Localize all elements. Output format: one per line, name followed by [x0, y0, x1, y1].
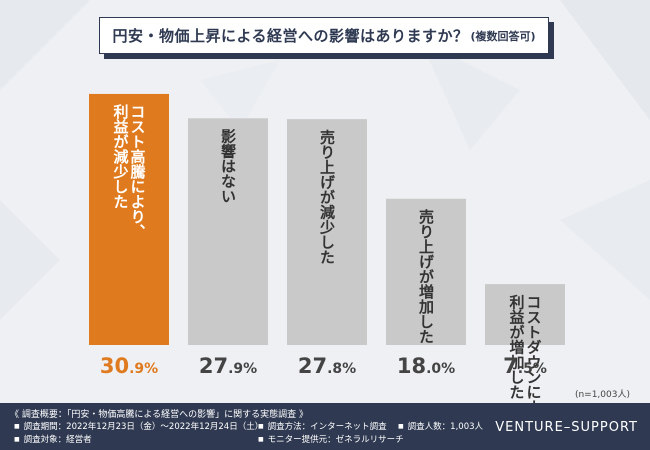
value-label-2: 27.8% [298, 354, 356, 378]
survey-method: 調査方法：インターネット調査 [258, 420, 387, 432]
value-label-0: 30.9% [100, 354, 158, 378]
survey-count: 調査人数：1,003人 [398, 420, 483, 432]
value-label-3: 18.0% [397, 354, 455, 378]
bar-chart: コスト高騰により、利益が減少した 30.9% 影響はない 27.9% 売り上げが減少した… [89, 93, 565, 403]
chart-title-box: 円安・物価上昇による経営への影響はありますか？ (複数回答可) [99, 17, 549, 54]
bar-2 [287, 119, 367, 345]
bar-label-4-0: コストダウンにより、 [525, 294, 543, 403]
bar-0 [89, 93, 169, 345]
sample-size-note: (n=1,003人) [574, 390, 630, 400]
bar-label-1-0: 影響はない [219, 128, 237, 203]
survey-period: 調査期間：2022年12月23日（金）～2022年12月24日（土） [14, 420, 264, 432]
bar-4 [485, 284, 565, 345]
survey-monitor: モニター提供元：ゼネラルリサーチ [258, 433, 404, 445]
chart-subtitle: (複数回答可) [470, 29, 536, 43]
bar-label-3-0: 売り上げが増加した [417, 208, 435, 344]
brand-logo: VENTURE–SUPPORT [495, 420, 638, 435]
survey-footer: 《 調査概要：「円安・物価高騰による経営への影響」に関する実態調査 》 調査期間… [0, 403, 650, 450]
bar-1 [188, 118, 268, 345]
survey-heading: 《 調査概要：「円安・物価高騰による経営への影響」に関する実態調査 》 [10, 410, 308, 420]
bar-label-0-1: 利益が減少した [112, 103, 130, 209]
bar-3 [386, 198, 466, 345]
value-label-1: 27.9% [199, 354, 257, 378]
survey-target: 調査対象：経営者 [14, 433, 92, 445]
value-label-4: 7.5% [503, 354, 547, 378]
chart-title: 円安・物価上昇による経営への影響はありますか？ [112, 27, 469, 45]
bar-label-4-1: 利益が増加した [508, 293, 526, 399]
background-pattern [0, 0, 650, 403]
bar-label-2-0: 売り上げが減少した [318, 128, 336, 264]
bar-label-0-0: コスト高騰により、 [129, 104, 147, 239]
